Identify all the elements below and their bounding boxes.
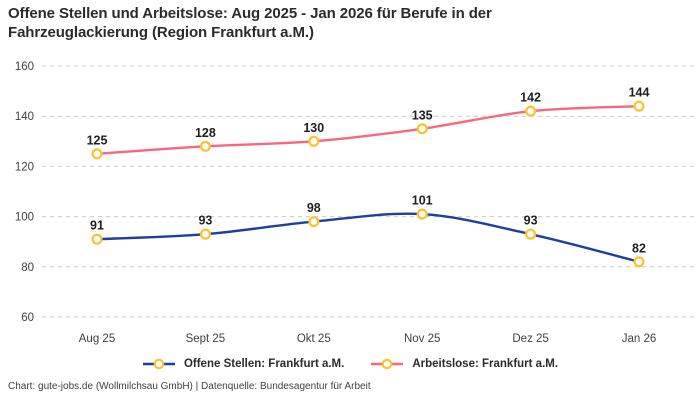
legend-item-offene-stellen: Offene Stellen: Frankfurt a.M.: [142, 358, 344, 370]
data-point-marker: [91, 233, 103, 245]
y-axis-tick-label: 160: [15, 61, 34, 73]
y-axis-tick-label: 100: [15, 212, 34, 224]
data-point-label: 130: [303, 121, 324, 135]
x-axis-tick-label: Dez 25: [512, 333, 548, 345]
data-point-marker: [199, 228, 211, 240]
x-axis-tick-label: Aug 25: [79, 333, 115, 345]
data-point-marker: [633, 100, 645, 112]
x-axis-tick-label: Sept 25: [186, 333, 226, 345]
x-axis-tick-label: Okt 25: [297, 333, 331, 345]
data-point-label: 93: [198, 214, 212, 228]
data-point-marker: [308, 216, 320, 228]
data-point-label: 98: [307, 201, 321, 215]
x-axis-tick-label: Nov 25: [404, 333, 440, 345]
data-point-label: 125: [87, 133, 108, 147]
y-axis-tick-label: 140: [15, 111, 34, 123]
y-axis-tick-label: 80: [21, 262, 34, 274]
series-line-offene-stellen-frankfurt-a-m: [95, 212, 641, 263]
legend-marker-offene-stellen-icon: [142, 358, 175, 370]
data-point-label: 91: [90, 219, 104, 233]
data-point-label: 135: [412, 108, 433, 122]
data-point-label: 101: [412, 194, 433, 208]
chart-legend: Offene Stellen: Frankfurt a.M. Arbeitslo…: [0, 358, 700, 370]
data-point-label: 82: [632, 241, 646, 255]
data-point-label: 142: [520, 91, 541, 105]
data-point-label: 128: [195, 126, 216, 140]
chart-title: Offene Stellen und Arbeitslose: Aug 2025…: [8, 5, 492, 41]
data-point-marker: [308, 135, 320, 147]
line-chart-plot: 60 80 100 120 140 160 Aug 25 Sept 25 Okt 25 Nov 2…: [15, 61, 694, 345]
data-point-marker: [416, 208, 428, 220]
data-point-marker: [416, 123, 428, 135]
legend-label-arbeitslose: Arbeitslose: Frankfurt a.M.: [412, 358, 559, 370]
data-point-marker: [633, 256, 645, 268]
y-axis-tick-label: 60: [21, 312, 34, 324]
source-attribution: Chart: gute-jobs.de (Wollmilchsau GmbH) …: [8, 381, 371, 392]
data-point-marker: [525, 228, 537, 240]
data-point-marker: [199, 140, 211, 152]
legend-item-arbeitslose: Arbeitslose: Frankfurt a.M.: [370, 358, 558, 370]
data-point-label: 144: [629, 86, 650, 100]
data-point-marker: [91, 148, 103, 160]
series-line-arbeitslose-frankfurt-a-m: [95, 105, 641, 156]
x-axis-tick-label: Jan 26: [622, 333, 657, 345]
data-point-label: 93: [524, 214, 538, 228]
legend-marker-arbeitslose-icon: [371, 358, 404, 370]
legend-label-offene-stellen: Offene Stellen: Frankfurt a.M.: [183, 358, 345, 370]
data-point-marker: [525, 105, 537, 117]
y-axis-tick-label: 120: [15, 161, 34, 173]
